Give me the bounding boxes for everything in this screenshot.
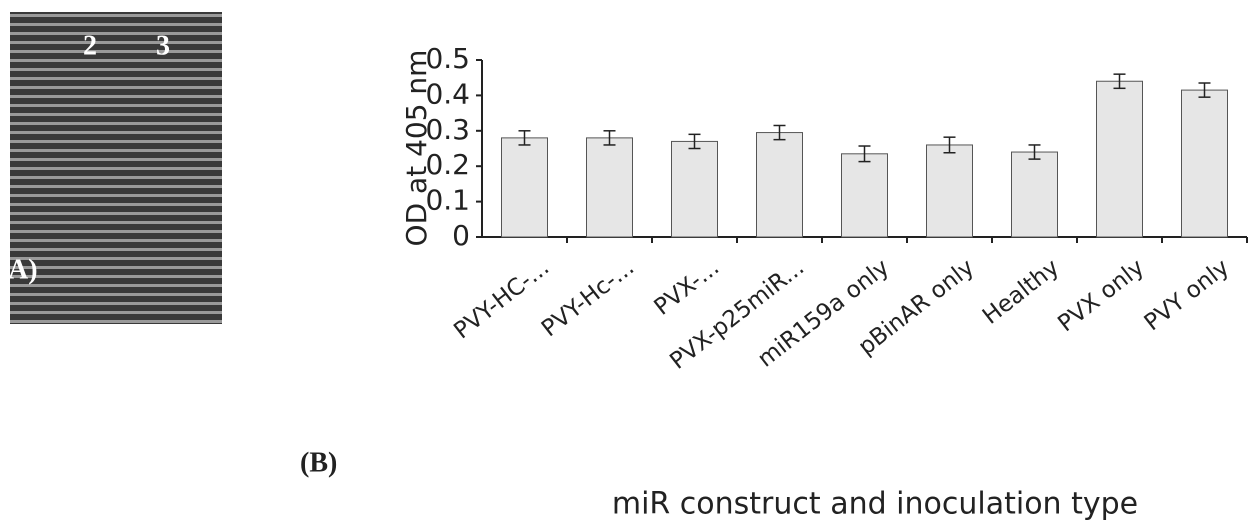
error-bar [1113,73,1126,90]
error-bar [858,145,871,163]
bar [1011,151,1058,238]
x-tick-label: PVY only [1140,254,1235,336]
bar [1181,89,1228,238]
x-tick-label: PVY-HC-... [449,254,554,344]
gel-image [10,12,222,324]
bar [926,144,973,238]
bar [841,153,888,238]
y-tick-label: 0 [452,219,470,252]
lane-label: 3 [156,30,170,61]
y-tick-label: 0.2 [425,148,470,181]
y-axis-title: OD at 405 nm [400,50,433,247]
y-tick-label: 0.4 [425,77,470,110]
x-tick-label: Healthy [978,254,1064,329]
bar [756,132,803,238]
error-bar [603,130,616,146]
panel-a: 2 3 A) [8,12,222,324]
x-tick-label: PVY-Hc-... [537,254,639,342]
x-tick-label: PVX only [1053,254,1149,337]
error-bar [518,130,531,146]
error-bar [1198,82,1211,98]
y-tick-label: 0.1 [425,184,470,217]
lane-label: 2 [83,30,97,61]
x-axis-title: miR construct and inoculation type [612,487,1138,522]
bar [501,137,548,238]
x-tick-label: PVX-... [650,254,725,320]
bar [586,137,633,238]
y-tick-label: 0.5 [425,42,470,75]
panel-label: (B) [300,447,337,478]
panel-label: A) [8,254,38,285]
bar [1096,80,1143,238]
error-bar [1028,144,1041,160]
y-tick-label: 0.3 [425,113,470,146]
error-bar [688,133,701,150]
error-bar [943,136,956,154]
error-bar [773,124,786,141]
bar [671,140,718,238]
